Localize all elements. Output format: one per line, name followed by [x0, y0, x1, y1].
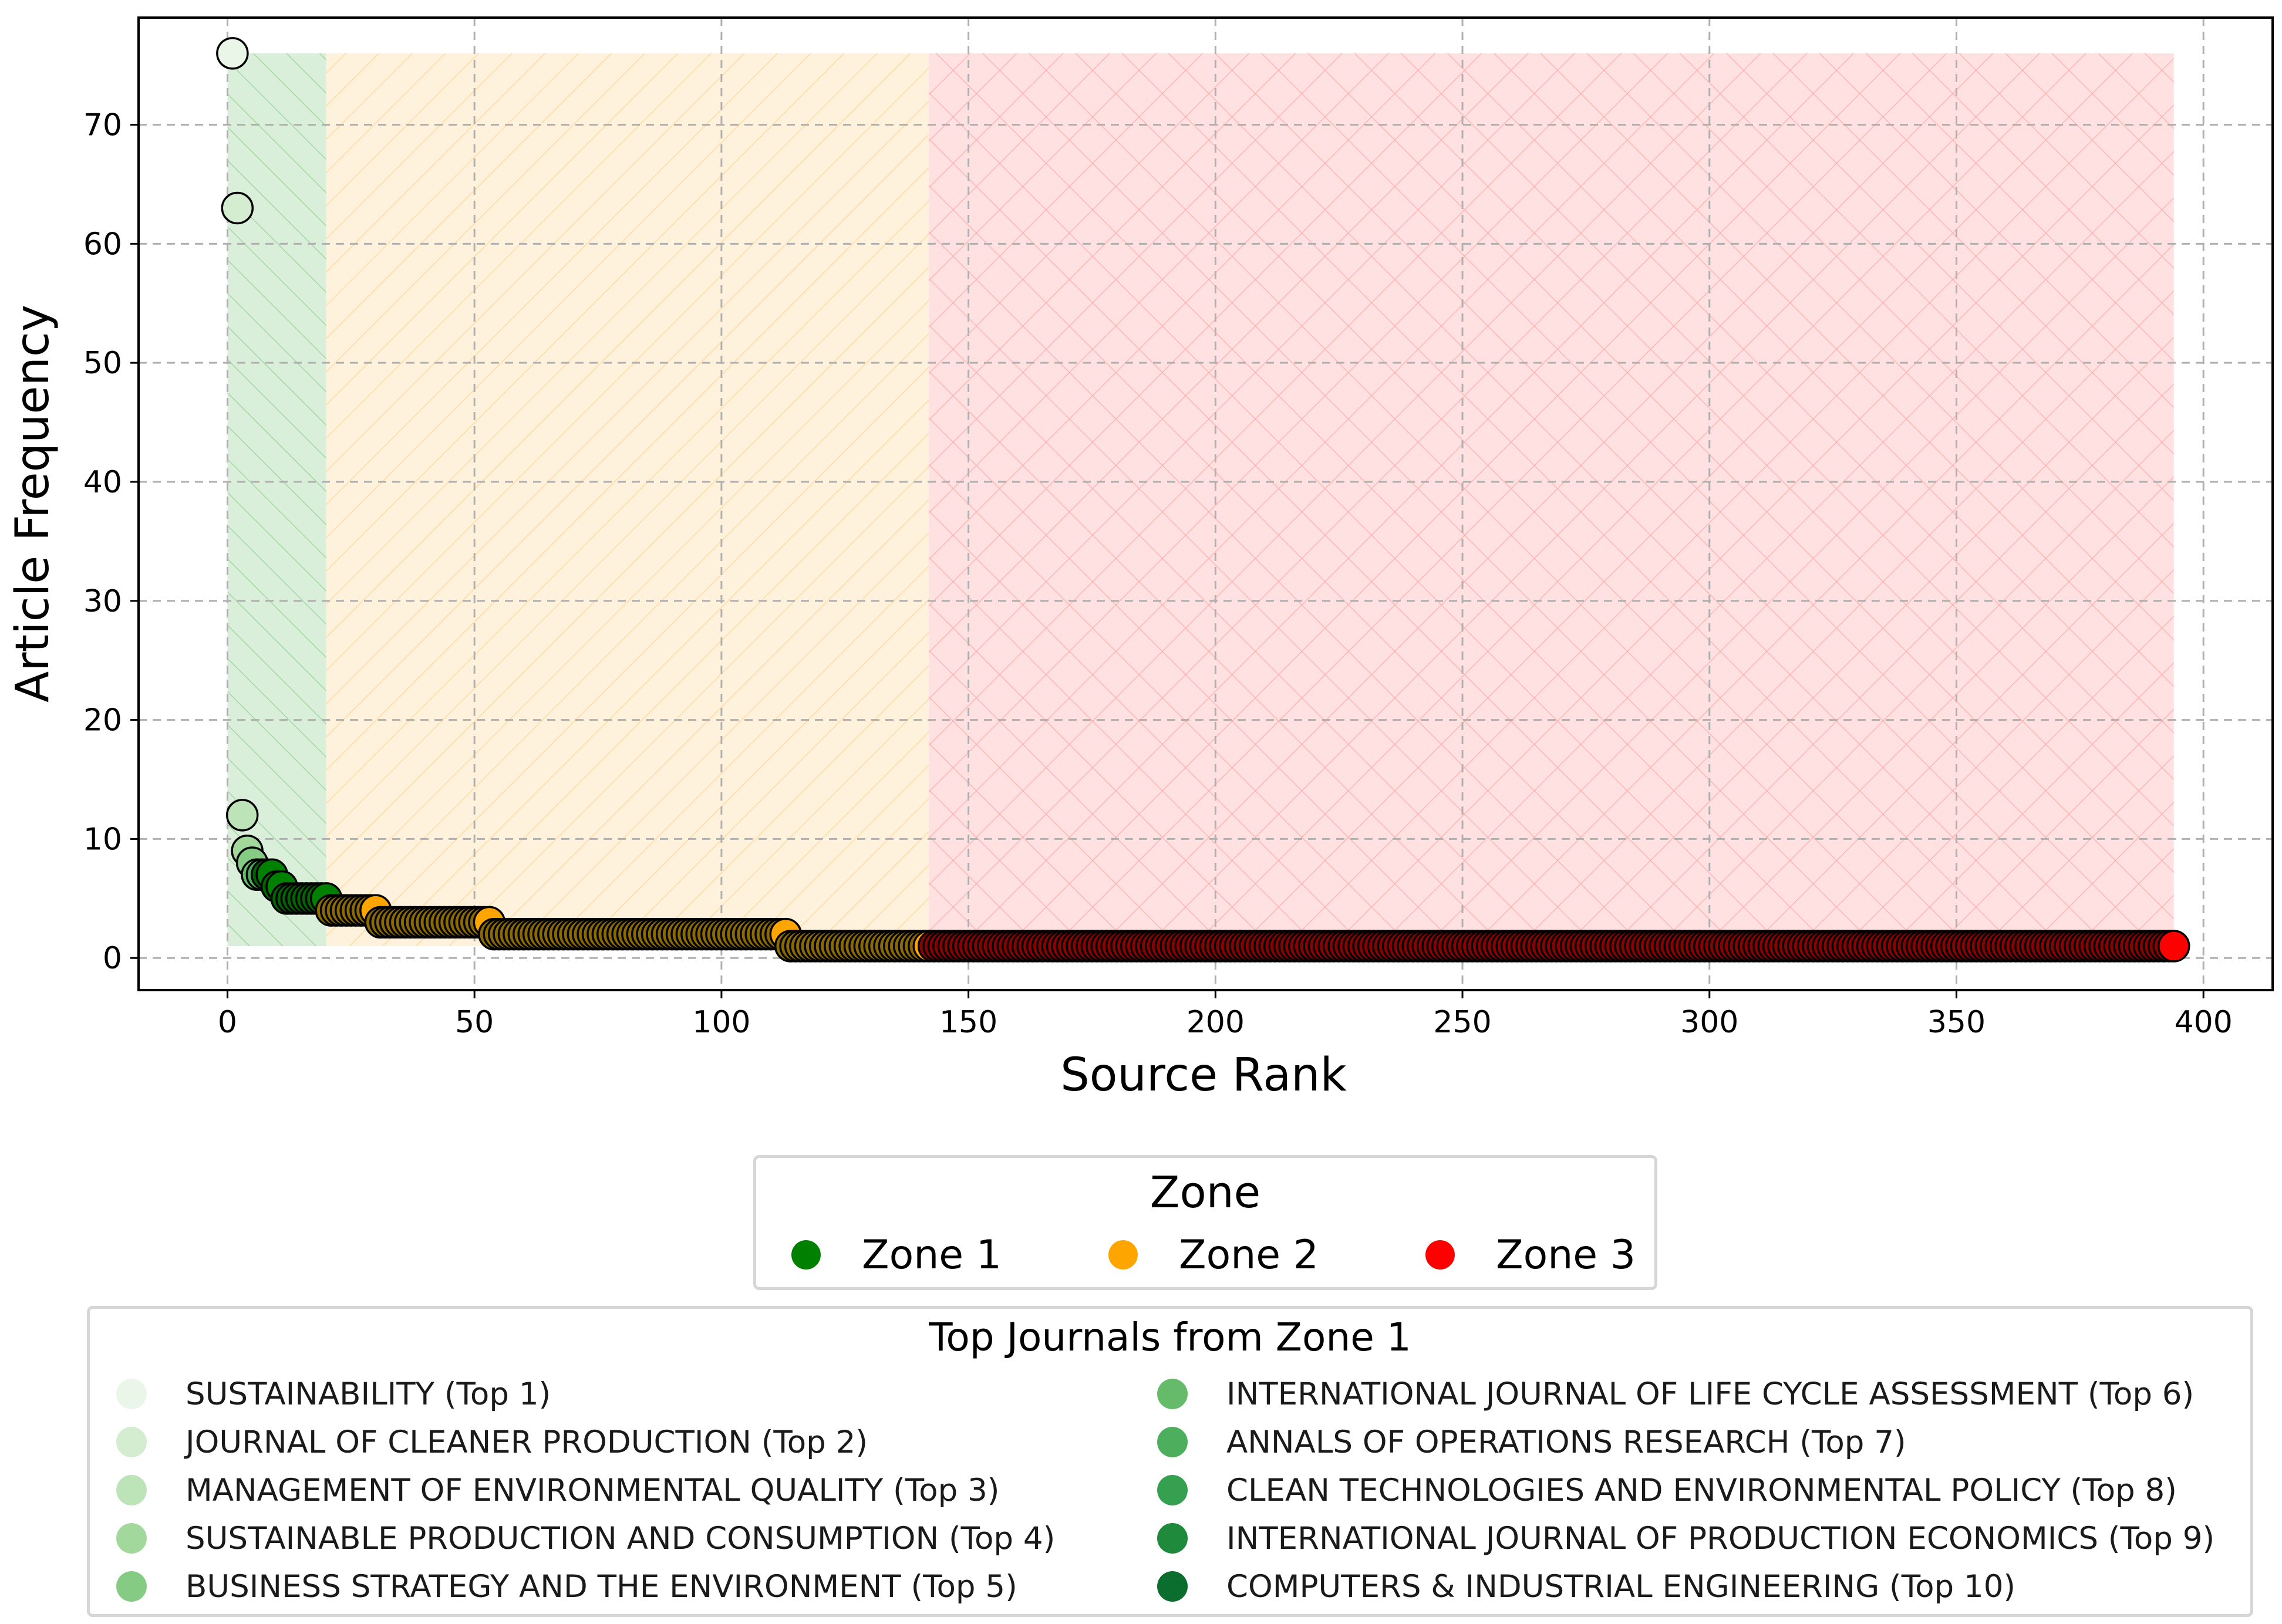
x-axis-ticks: 0 50 100 150 200 250 300 350 400 [218, 990, 2233, 1040]
journal-entry-top-10: COMPUTERS & INDUSTRIAL ENGINEERING (Top … [1157, 1566, 2015, 1607]
journal-entry-top-8: CLEAN TECHNOLOGIES AND ENVIRONMENTAL POL… [1157, 1470, 2177, 1511]
y-axis-label: Article Frequency [6, 305, 59, 703]
zone-band-hatch-3 [929, 53, 2174, 946]
journal-top-10-marker-icon [1157, 1571, 1188, 1602]
zone-2-marker-icon [1108, 1240, 1138, 1270]
legend-label-zone-3: Zone 3 [1496, 1231, 1636, 1278]
x-tick-label: 50 [455, 1005, 494, 1040]
journal-label-top-7: ANNALS OF OPERATIONS RESEARCH (Top 7) [1226, 1424, 1906, 1460]
x-tick-label: 300 [1680, 1005, 1738, 1040]
journal-legend: Top Journals from Zone 1 SUSTAINABILITY … [87, 1306, 2253, 1617]
zone-legend-title: Zone [1150, 1167, 1261, 1218]
x-tick-label: 350 [1927, 1005, 1986, 1040]
journal-top-8-marker-icon [1157, 1475, 1188, 1505]
legend-label-zone-2: Zone 2 [1179, 1231, 1319, 1278]
y-tick-label: 50 [83, 346, 122, 381]
y-tick-label: 70 [83, 108, 122, 143]
data-point [225, 799, 259, 832]
y-axis-ticks: 0 10 20 30 40 50 60 70 [83, 108, 139, 976]
journal-label-top-2: JOURNAL OF CLEANER PRODUCTION (Top 2) [186, 1424, 868, 1460]
journal-top-2-marker-icon [116, 1427, 147, 1457]
x-tick-label: 100 [692, 1005, 750, 1040]
y-tick-label: 20 [83, 703, 122, 738]
zone-band-hatch-2 [326, 53, 929, 946]
data-point [221, 191, 254, 225]
journal-label-top-1: SUSTAINABILITY (Top 1) [186, 1376, 551, 1412]
journal-label-top-4: SUSTAINABLE PRODUCTION AND CONSUMPTION (… [186, 1520, 1056, 1557]
y-tick-label: 40 [83, 465, 122, 500]
zone-legend: Zone Zone 1 Zone 2 Zone 3 [753, 1155, 1657, 1290]
x-tick-label: 0 [218, 1005, 237, 1040]
journal-label-top-10: COMPUTERS & INDUSTRIAL ENGINEERING (Top … [1226, 1568, 2016, 1605]
journal-entry-top-9: INTERNATIONAL JOURNAL OF PRODUCTION ECON… [1157, 1518, 2214, 1559]
data-point [2157, 930, 2190, 963]
legend-entry-zone-1: Zone 1 [791, 1228, 1002, 1281]
journal-entry-top-3: MANAGEMENT OF ENVIRONMENTAL QUALITY (Top… [116, 1470, 1000, 1511]
journal-top-1-marker-icon [116, 1379, 147, 1409]
zone-bands [227, 53, 2174, 946]
journal-top-5-marker-icon [116, 1571, 147, 1602]
legend-entry-zone-3: Zone 3 [1425, 1228, 1636, 1281]
x-tick-label: 150 [939, 1005, 997, 1040]
x-axis-label: Source Rank [1060, 1049, 1347, 1102]
journal-top-7-marker-icon [1157, 1427, 1188, 1457]
journal-label-top-8: CLEAN TECHNOLOGIES AND ENVIRONMENTAL POL… [1226, 1472, 2177, 1508]
journal-entry-top-7: ANNALS OF OPERATIONS RESEARCH (Top 7) [1157, 1422, 1906, 1463]
journal-label-top-5: BUSINESS STRATEGY AND THE ENVIRONMENT (T… [186, 1568, 1017, 1605]
x-tick-label: 200 [1186, 1005, 1245, 1040]
plot-frame [137, 16, 2274, 991]
legend-entry-zone-2: Zone 2 [1108, 1228, 1319, 1281]
grid [139, 18, 2273, 990]
data-point [216, 37, 249, 70]
y-tick-label: 0 [103, 941, 122, 976]
journal-top-4-marker-icon [116, 1523, 147, 1554]
journal-top-9-marker-icon [1157, 1523, 1188, 1554]
x-tick-label: 400 [2175, 1005, 2233, 1040]
journal-entry-top-2: JOURNAL OF CLEANER PRODUCTION (Top 2) [116, 1422, 868, 1463]
legend-label-zone-1: Zone 1 [862, 1231, 1002, 1278]
data-points [216, 37, 2190, 963]
journal-entry-top-5: BUSINESS STRATEGY AND THE ENVIRONMENT (T… [116, 1566, 1017, 1607]
x-tick-label: 250 [1433, 1005, 1491, 1040]
journal-entry-top-4: SUSTAINABLE PRODUCTION AND CONSUMPTION (… [116, 1518, 1055, 1559]
y-tick-label: 10 [83, 822, 122, 857]
journal-legend-title: Top Journals from Zone 1 [929, 1315, 1411, 1360]
journal-top-6-marker-icon [1157, 1379, 1188, 1409]
journal-entry-top-6: INTERNATIONAL JOURNAL OF LIFE CYCLE ASSE… [1157, 1373, 2194, 1414]
journal-label-top-6: INTERNATIONAL JOURNAL OF LIFE CYCLE ASSE… [1226, 1376, 2195, 1412]
journal-entry-top-1: SUSTAINABILITY (Top 1) [116, 1373, 551, 1414]
y-tick-label: 30 [83, 584, 122, 619]
journal-top-3-marker-icon [116, 1475, 147, 1505]
y-tick-label: 60 [83, 227, 122, 262]
zone-3-marker-icon [1425, 1240, 1455, 1270]
journal-label-top-3: MANAGEMENT OF ENVIRONMENTAL QUALITY (Top… [186, 1472, 1000, 1508]
zone-1-marker-icon [791, 1240, 821, 1270]
journal-label-top-9: INTERNATIONAL JOURNAL OF PRODUCTION ECON… [1226, 1520, 2215, 1557]
